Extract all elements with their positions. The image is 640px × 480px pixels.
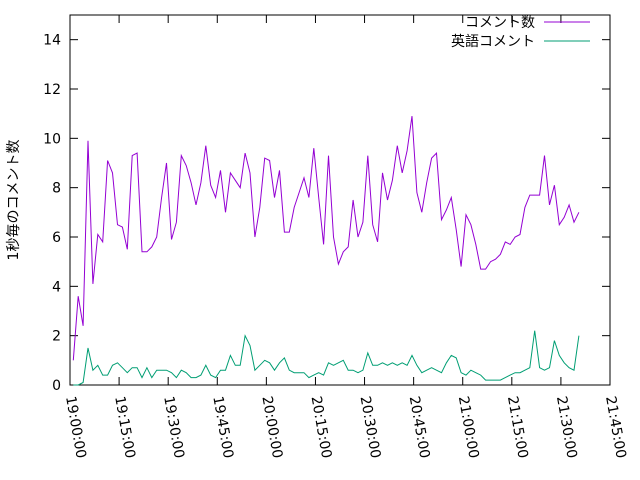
y-tick-label: 6 — [52, 230, 61, 246]
plot-frame — [69, 14, 611, 386]
legend-label: コメント数 — [465, 15, 535, 31]
data-line — [73, 330, 580, 386]
x-tick-label: 19:15:00 — [111, 395, 138, 460]
y-tick-label: 4 — [52, 279, 61, 295]
x-tick-label: 21:30:00 — [553, 395, 580, 460]
y-tick-label: 10 — [43, 131, 61, 147]
x-tick-label: 20:00:00 — [258, 395, 285, 460]
x-tick-label: 21:45:00 — [602, 395, 629, 460]
data-line — [72, 116, 580, 361]
y-axis-label: 1秒毎のコメント数 — [6, 140, 22, 261]
x-tick-label: 20:15:00 — [308, 395, 335, 460]
y-tick-label: 2 — [52, 329, 61, 345]
x-tick-label: 20:30:00 — [357, 395, 384, 460]
y-tick-label: 8 — [52, 181, 61, 197]
x-tick-label: 19:00:00 — [62, 395, 89, 460]
x-tick-label: 21:00:00 — [455, 395, 482, 460]
y-tick-label: 0 — [52, 378, 61, 394]
x-tick-label: 20:45:00 — [406, 395, 433, 460]
x-tick-label: 19:30:00 — [160, 395, 187, 460]
y-tick-label: 12 — [43, 82, 61, 98]
x-tick-label: 21:15:00 — [504, 395, 531, 460]
y-tick-label: 14 — [43, 33, 61, 49]
x-tick-label: 19:45:00 — [209, 395, 236, 460]
legend-label: 英語コメント — [451, 33, 535, 50]
